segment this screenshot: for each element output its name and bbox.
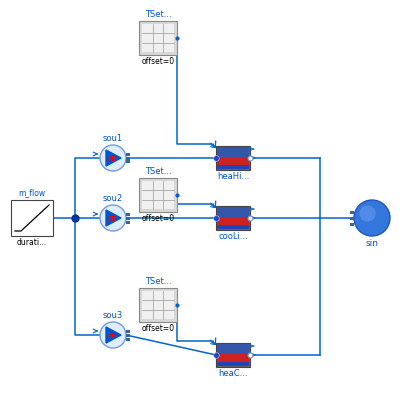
Text: TSet...: TSet... [145, 277, 171, 286]
Text: offset=0: offset=0 [141, 214, 174, 223]
Bar [125, 334, 129, 337]
Bar [125, 161, 129, 164]
Bar [217, 147, 249, 158]
Polygon shape [106, 327, 121, 343]
Bar [217, 362, 249, 366]
Text: TSet...: TSet... [145, 167, 171, 176]
Text: durati...: durati... [17, 238, 47, 247]
Text: sou2: sou2 [103, 194, 123, 203]
Bar [142, 291, 174, 319]
Bar [11, 200, 53, 236]
Circle shape [354, 200, 390, 236]
Bar [217, 344, 249, 355]
Bar [142, 181, 174, 209]
Bar [217, 217, 249, 225]
Circle shape [100, 145, 126, 171]
Bar [350, 217, 354, 220]
Bar [350, 210, 354, 213]
Circle shape [359, 205, 376, 222]
Polygon shape [106, 150, 121, 166]
Bar [125, 156, 129, 159]
Text: offset=0: offset=0 [141, 324, 174, 333]
Bar [217, 354, 249, 362]
Bar [139, 288, 177, 322]
Circle shape [100, 205, 126, 231]
Text: sou1: sou1 [103, 134, 123, 143]
Text: m: m [108, 214, 117, 223]
Bar [125, 212, 129, 215]
Text: m: m [108, 154, 117, 163]
Bar [125, 220, 129, 224]
Circle shape [100, 322, 126, 348]
Bar [216, 146, 250, 170]
Text: m: m [108, 331, 117, 340]
Bar [125, 330, 129, 332]
Text: heaHi...: heaHi... [217, 172, 249, 181]
Text: cooLi...: cooLi... [218, 232, 248, 241]
Text: heaC...: heaC... [218, 369, 248, 378]
Bar [125, 217, 129, 220]
Bar [217, 157, 249, 165]
Bar [125, 152, 129, 156]
Bar [216, 343, 250, 367]
Bar [350, 222, 354, 225]
Text: sin: sin [366, 239, 378, 248]
Bar [142, 24, 174, 52]
Bar [139, 21, 177, 55]
Bar [216, 206, 250, 230]
Bar [217, 165, 249, 169]
Text: TSet...: TSet... [145, 10, 171, 19]
Bar [217, 225, 249, 229]
Bar [217, 207, 249, 218]
Text: sou3: sou3 [103, 311, 123, 320]
Bar [125, 337, 129, 340]
Text: m_flow: m_flow [19, 188, 46, 197]
Text: offset=0: offset=0 [141, 57, 174, 66]
Bar [139, 178, 177, 212]
Polygon shape [106, 210, 121, 226]
